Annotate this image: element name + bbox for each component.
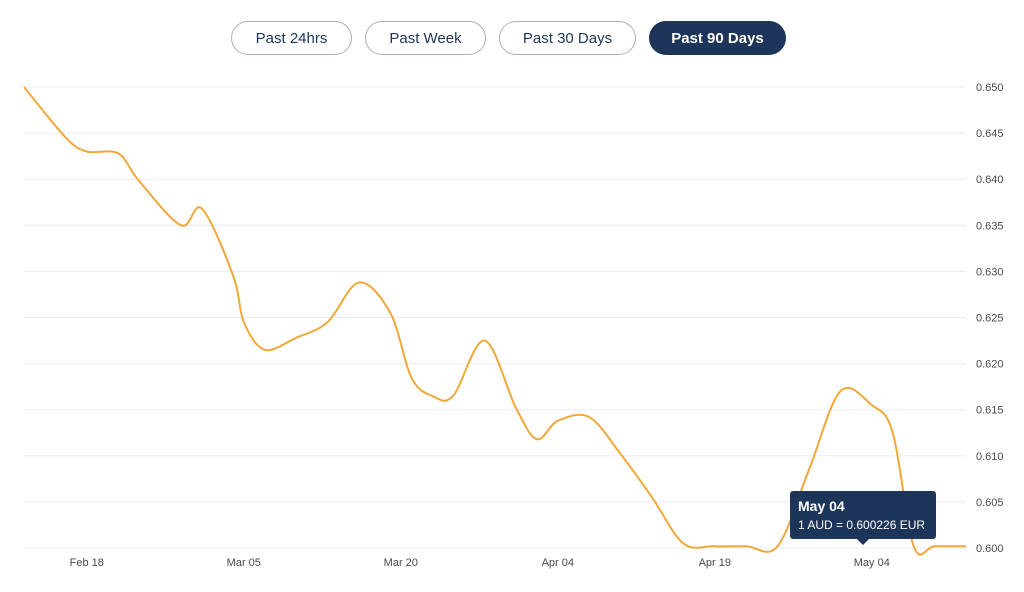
- series-line: [23, 86, 966, 556]
- y-tick-label: 0.620: [976, 359, 1004, 371]
- x-tick-label: Feb 18: [70, 557, 104, 569]
- y-tick-label: 0.650: [976, 82, 1004, 94]
- y-tick-label: 0.605: [976, 497, 1004, 509]
- y-tick-label: 0.615: [976, 405, 1004, 417]
- tooltip-rate: 1 AUD = 0.600226 EUR: [798, 518, 926, 532]
- x-tick-label: May 04: [854, 557, 890, 569]
- y-tick-label: 0.635: [976, 220, 1004, 232]
- y-tick-label: 0.640: [976, 174, 1004, 186]
- tab-past-30-days[interactable]: Past 30 Days: [499, 21, 636, 55]
- y-tick-label: 0.600: [976, 543, 1004, 555]
- rate-tooltip: May 04 1 AUD = 0.600226 EUR: [790, 491, 936, 545]
- y-tick-label: 0.625: [976, 313, 1004, 325]
- y-tick-label: 0.645: [976, 128, 1004, 140]
- gridlines: [24, 86, 966, 549]
- y-axis-ticks: 0.650 0.645 0.640 0.635 0.630 0.625 0.620 0.615…: [976, 82, 1004, 555]
- y-tick-label: 0.610: [976, 451, 1004, 463]
- range-tabs: Past 24hrs Past Week Past 30 Days Past 9…: [0, 21, 1024, 55]
- x-tick-label: Mar 05: [227, 557, 261, 569]
- tab-past-24hrs[interactable]: Past 24hrs: [231, 21, 352, 55]
- x-tick-label: Apr 04: [542, 557, 574, 569]
- x-axis-ticks: Feb 18 Mar 05 Mar 20 Apr 04 Apr 19 May 04: [70, 557, 890, 569]
- tooltip-date: May 04: [798, 498, 845, 514]
- tab-past-90-days[interactable]: Past 90 Days: [649, 21, 786, 55]
- x-tick-label: Apr 19: [699, 557, 731, 569]
- y-tick-label: 0.630: [976, 266, 1004, 278]
- x-tick-label: Mar 20: [384, 557, 418, 569]
- tab-past-week[interactable]: Past Week: [365, 21, 486, 55]
